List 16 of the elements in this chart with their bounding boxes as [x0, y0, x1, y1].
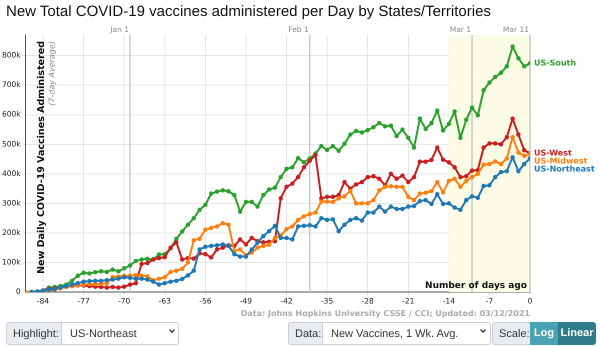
text: New Vaccines, 1 Wk. Avg.: [322, 322, 491, 345]
text: Highlight:: [6, 322, 62, 345]
text: Linear: [558, 322, 596, 345]
text: Data:: [288, 322, 323, 345]
chart-title: New Total COVID-19 vaccines administered per Day by States/Territories: [6, 3, 491, 20]
text: Data: Johns Hopkins University CSSE / CCI; Updated: 03/12/2021: [240, 309, 530, 318]
series-label: US-West: [534, 148, 572, 158]
series-label: US-Northeast: [534, 164, 595, 174]
series-label: US-Midwest: [534, 156, 588, 166]
text: Scale:: [492, 322, 531, 345]
text: Log: [530, 322, 558, 345]
text: US-Northeast: [61, 322, 179, 345]
x-axis-title: Number of days ago: [425, 280, 527, 291]
series-label: US-South: [534, 58, 576, 68]
y-axis-title: New Daily COVID-19 Vaccines Administered: [36, 41, 48, 274]
annotation: (7-day Average): [48, 41, 57, 106]
